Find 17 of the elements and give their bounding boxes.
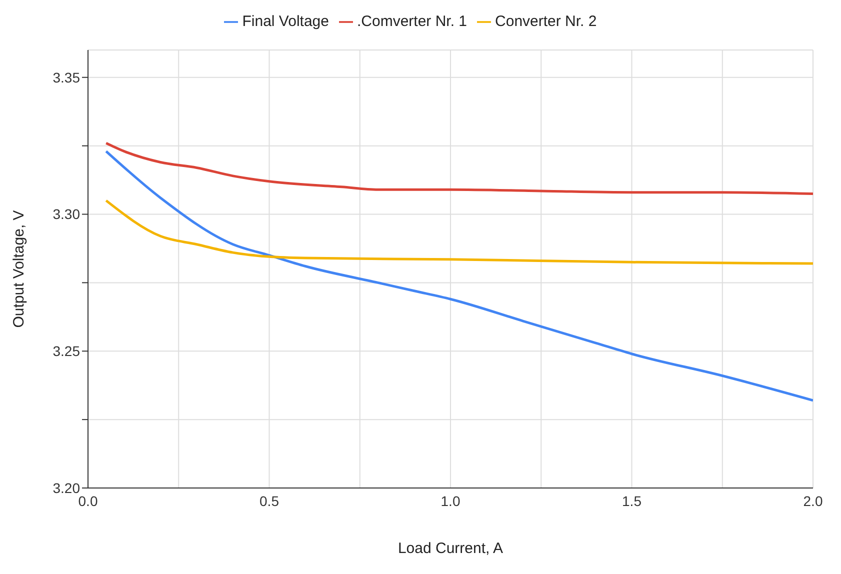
x-tick-label: 0.5 xyxy=(260,492,280,509)
y-tick-label: 3.35 xyxy=(52,69,80,86)
x-tick-label: 1.0 xyxy=(440,492,460,509)
y-axis-title: Output Voltage, V xyxy=(10,210,28,328)
line-series xyxy=(104,142,813,195)
y-tick-label: 3.30 xyxy=(52,206,80,222)
line-series xyxy=(104,199,813,265)
x-axis-title: Load Current, A xyxy=(398,540,504,557)
line-series xyxy=(104,150,813,402)
legend-label: .Comverter Nr. 1 xyxy=(356,13,468,30)
x-tick-label: 0.0 xyxy=(78,492,98,509)
y-tick-label: 3.20 xyxy=(52,480,80,496)
y-tick-label: 3.25 xyxy=(52,343,80,360)
legend-label: Converter Nr. 2 xyxy=(495,13,597,30)
x-tick-label: 2.0 xyxy=(803,492,823,509)
x-tick-label: 1.5 xyxy=(622,492,642,509)
legend-label: Final Voltage xyxy=(242,13,329,30)
